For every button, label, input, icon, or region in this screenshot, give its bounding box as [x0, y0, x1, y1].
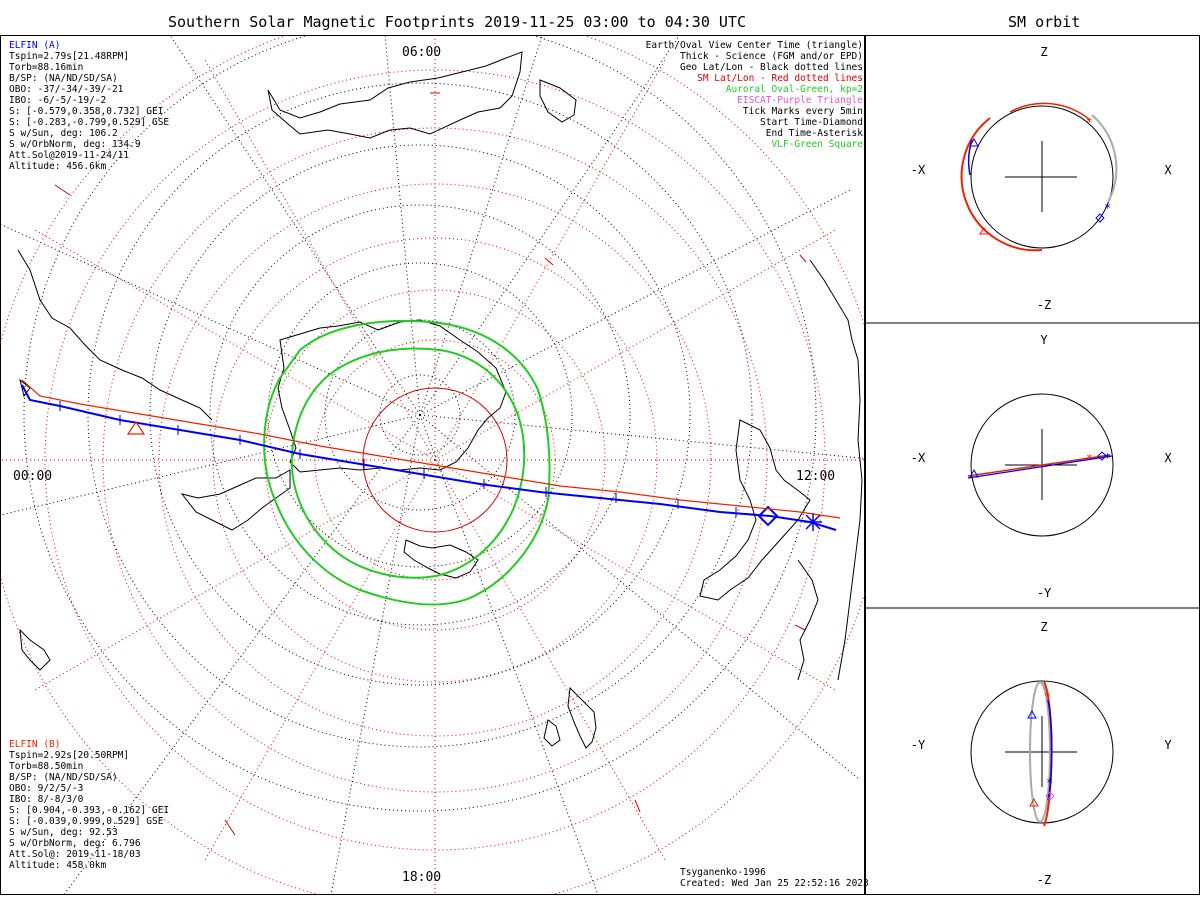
axis-label-vpos-xz: Z [1040, 45, 1047, 59]
axis-label-hpos-xz: X [1164, 163, 1172, 177]
elfin-b-line: S w/OrbNorm, deg: 6.796 [9, 838, 141, 849]
legend-item: Earth/Oval View Center Time (triangle) [645, 40, 863, 51]
coastlines [17, 51, 863, 749]
start-diamond [757, 505, 779, 527]
elfin-b-line: S: [-0.039,0.999,0.529] GSE [9, 816, 164, 827]
sm-lon-lines [0, 35, 865, 895]
svg-text:*: * [1046, 776, 1053, 790]
elfin-a-line: B/SP: (NA/ND/SD/SA) [9, 73, 118, 84]
auroral-oval [263, 319, 551, 606]
elfin-a-name: ELFIN (A) [9, 40, 61, 51]
sm-inner-circle [362, 387, 508, 533]
map-frame [0, 35, 865, 895]
svg-text:*: * [1044, 690, 1051, 703]
polar-map [0, 35, 865, 895]
legend-item: EISCAT-Purple Triangle [737, 95, 863, 106]
orbit-axis-labels: Z -Z -X X Y -Y -X X Z -Z -Y Y [911, 45, 1173, 887]
elfin-b-line: IBO: 8/-8/3/0 [9, 794, 84, 805]
elfin-b-name: ELFIN (B) [9, 739, 61, 750]
svg-text:*: * [1104, 201, 1111, 215]
legend-item: SM Lat/Lon - Red dotted lines [697, 73, 863, 84]
mlt-label-left: 00:00 [13, 469, 53, 484]
legend-item: Start Time-Diamond [760, 117, 863, 128]
elfin-a-line: Altitude: 456.6km [9, 161, 107, 172]
legend-item: Geo Lat/Lon - Black dotted lines [679, 62, 863, 73]
axis-label-hpos-yz: Y [1164, 738, 1172, 752]
elfin-a-line: S w/Sun, deg: 106.2 [9, 128, 118, 139]
legend-item: End Time-Asterisk [765, 128, 863, 139]
orbit-panel-xz: * * [960, 102, 1118, 252]
axis-label-hneg-xy: -X [911, 451, 926, 465]
elfin-a-info: Tspin=2.79s[21.48RPM] Torb=88.16min B/SP: … [9, 51, 169, 172]
orbit-panel-yz: * * [970, 680, 1114, 827]
elfin-b-line: S: [0.904,-0.393,-0.162] GEI [9, 805, 170, 816]
axis-label-vpos-xy: Y [1040, 333, 1048, 347]
axis-label-hneg-yz: -Y [911, 738, 926, 752]
end-asterisk [804, 513, 822, 531]
model-credit: Tsyganenko-1996 [680, 867, 766, 878]
elfin-b-track [21, 379, 841, 519]
axis-label-vneg-xz: -Z [1037, 298, 1051, 312]
elfin-b-line: S w/Sun, deg: 92.53 [9, 827, 118, 838]
axis-label-vneg-xy: -Y [1037, 586, 1052, 600]
mlt-label-right: 12:00 [796, 469, 836, 484]
svg-text:*: * [1086, 452, 1093, 465]
elfin-a-line: IBO: -6/-5/-19/-2 [9, 95, 107, 106]
elfin-b-line: OBO: 9/2/5/-3 [9, 783, 84, 794]
axis-label-vneg-yz: -Z [1037, 873, 1051, 887]
svg-text:*: * [1086, 116, 1093, 129]
orbit-panel-xy: * * [967, 393, 1114, 537]
legend-item: VLF-Green Square [771, 139, 863, 150]
geo-lat-circles [23, 35, 817, 812]
main-title: Southern Solar Magnetic Footprints 2019-… [168, 13, 746, 31]
mlt-label-top: 06:00 [402, 45, 442, 60]
elfin-a-line: Att.Sol@2019-11-24/11 [9, 150, 130, 161]
legend-item: Auroral Oval-Green, kp=2 [725, 84, 863, 95]
elfin-a-track [21, 384, 837, 531]
elfin-a-line: S: [-0.283,-0.799,0.529] GSE [9, 117, 170, 128]
view-center-triangle [126, 420, 146, 435]
axis-label-hpos-xy: X [1164, 451, 1172, 465]
created-credit: Created: Wed Jan 25 22:52:16 2023 [680, 878, 869, 889]
axis-label-hneg-xz: -X [911, 163, 926, 177]
elfin-b-info: Tspin=2.92s[20.50RPM] Torb=88.50min B/SP: … [9, 750, 169, 871]
legend-item: Thick - Science (FGM and/or EPD) [679, 51, 863, 62]
elfin-a-line: Torb=88.16min [9, 62, 84, 73]
elfin-a-line: S: [-0.579,0.358,0.732] GEI [9, 106, 164, 117]
elfin-b-line: Att.Sol@: 2019-11-18/03 [9, 849, 141, 860]
elfin-a-line: OBO: -37/-34/-39/-21 [9, 84, 124, 95]
elfin-a-line: S w/OrbNorm, deg: 134.9 [9, 139, 141, 150]
elfin-b-line: B/SP: (NA/ND/SD/SA) [9, 772, 118, 783]
axis-label-vpos-yz: Z [1040, 620, 1047, 634]
svg-text:*: * [1104, 451, 1111, 465]
elfin-a-line: Tspin=2.79s[21.48RPM] [9, 51, 130, 62]
elfin-b-line: Tspin=2.92s[20.50RPM] [9, 750, 130, 761]
mlt-label-bottom: 18:00 [402, 870, 442, 885]
elfin-b-line: Altitude: 458.0km [9, 860, 107, 871]
geo-lon-lines [0, 35, 865, 895]
elfin-b-line: Torb=88.50min [9, 761, 84, 772]
legend: Earth/Oval View Center Time (triangle) Th… [646, 40, 863, 150]
sm-ticks [54, 92, 807, 836]
side-title: SM orbit [1008, 13, 1081, 31]
legend-item: Tick Marks every 5min [742, 106, 863, 117]
